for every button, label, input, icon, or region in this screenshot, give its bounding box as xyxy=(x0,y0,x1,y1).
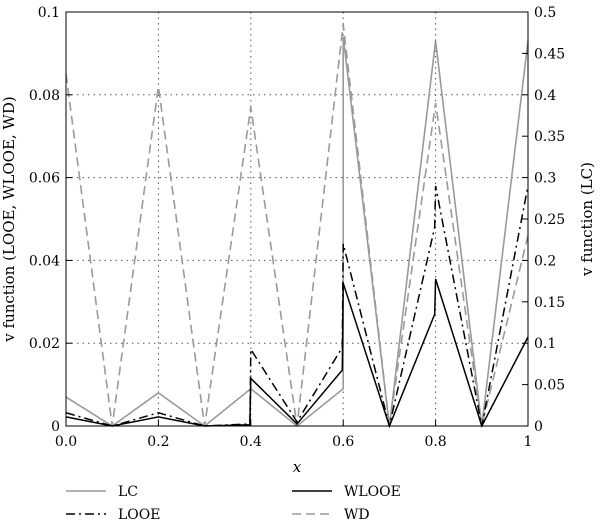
x-tick-label: 0.4 xyxy=(240,434,262,450)
x-tick-label: 0.2 xyxy=(147,434,169,450)
y-left-tick-label: 0 xyxy=(51,419,60,435)
x-tick-label: 0.8 xyxy=(424,434,446,450)
y-left-tick-label: 0.1 xyxy=(38,5,60,21)
legend-label-looe: LOOE xyxy=(118,507,160,523)
y-left-tick-label: 0.06 xyxy=(29,171,60,187)
legend: LC LOOE WLOOE WD xyxy=(66,484,401,523)
series-line-wlooe xyxy=(65,278,529,429)
y-axis-right-label: v function (LC) xyxy=(578,162,596,277)
y-left-tick-label: 0.08 xyxy=(29,88,60,104)
y-right-tick-label: 0.1 xyxy=(534,336,556,352)
x-tick-label: 1 xyxy=(524,434,533,450)
legend-label-wd: WD xyxy=(344,507,370,523)
y-right-tick-label: 0.25 xyxy=(534,212,565,228)
ticks: 0.0 0.2 0.4 0.6 0.8 100.020.040.060.080.100.0… xyxy=(29,5,565,450)
y-right-tick-label: 0.45 xyxy=(534,46,565,62)
y-left-tick-label: 0.02 xyxy=(29,336,60,352)
y-right-tick-label: 0.2 xyxy=(534,253,556,269)
y-right-tick-label: 0.05 xyxy=(534,378,565,394)
series-line-lc xyxy=(65,36,529,428)
y-axis-left-label: v function (LOOE, WLOOE, WD) xyxy=(0,96,18,342)
y-right-tick-label: 0.5 xyxy=(534,5,556,21)
y-right-tick-label: 0 xyxy=(534,419,543,435)
x-axis-label: x xyxy=(293,458,302,476)
legend-label-lc: LC xyxy=(118,484,138,500)
y-right-tick-label: 0.15 xyxy=(534,295,565,311)
series-line-looe xyxy=(65,185,529,427)
y-right-tick-label: 0.3 xyxy=(534,171,556,187)
y-right-tick-label: 0.4 xyxy=(534,88,556,104)
x-tick-label: 0.0 xyxy=(55,434,77,450)
y-right-tick-label: 0.35 xyxy=(534,129,565,145)
grid xyxy=(66,12,528,426)
legend-label-wlooe: WLOOE xyxy=(344,484,401,500)
y-left-tick-label: 0.04 xyxy=(29,253,60,269)
x-tick-label: 0.6 xyxy=(332,434,354,450)
